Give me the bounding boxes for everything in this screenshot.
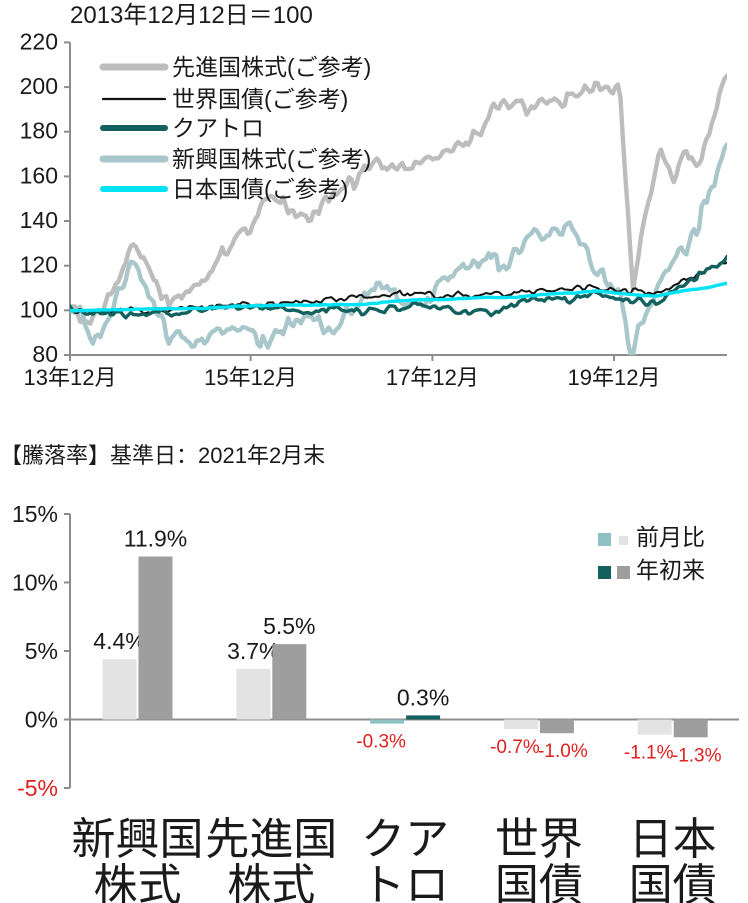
svg-text:世界国債(ご参考): 世界国債(ご参考): [172, 86, 348, 112]
svg-text:日本: 日本: [629, 815, 717, 864]
svg-text:4.4%: 4.4%: [93, 628, 145, 654]
svg-text:新興国株式(ご参考): 新興国株式(ご参考): [172, 146, 371, 172]
svg-text:160: 160: [20, 162, 58, 188]
svg-text:日本国債(ご参考): 日本国債(ご参考): [172, 176, 348, 202]
svg-text:クアトロ: クアトロ: [172, 115, 264, 141]
svg-text:-1.1%: -1.1%: [624, 743, 674, 764]
svg-text:10%: 10%: [12, 570, 58, 596]
svg-text:17年12月: 17年12月: [386, 365, 479, 390]
svg-text:世界: 世界: [495, 815, 583, 864]
svg-text:-1.0%: -1.0%: [538, 741, 588, 762]
svg-text:トロ: トロ: [361, 861, 449, 903]
svg-text:2013年12月12日＝100: 2013年12月12日＝100: [70, 2, 313, 29]
svg-text:クア: クア: [361, 815, 449, 864]
svg-text:15年12月: 15年12月: [204, 365, 297, 390]
svg-text:0%: 0%: [25, 707, 58, 733]
svg-text:0.3%: 0.3%: [397, 684, 449, 710]
svg-text:100: 100: [20, 296, 58, 322]
svg-text:11.9%: 11.9%: [124, 526, 188, 552]
svg-text:3.7%: 3.7%: [227, 638, 279, 664]
svg-text:13年12月: 13年12月: [24, 365, 117, 390]
svg-text:【騰落率】基準日：2021年2月末: 【騰落率】基準日：2021年2月末: [0, 443, 325, 468]
svg-text:120: 120: [20, 252, 58, 278]
svg-text:-0.3%: -0.3%: [356, 732, 406, 753]
svg-text:200: 200: [20, 73, 58, 99]
svg-text:-0.7%: -0.7%: [490, 737, 540, 758]
svg-text:5%: 5%: [25, 638, 58, 664]
svg-text:年初来: 年初来: [636, 557, 705, 583]
svg-text:15%: 15%: [12, 501, 58, 527]
svg-text:180: 180: [20, 118, 58, 144]
svg-text:19年12月: 19年12月: [568, 365, 661, 390]
svg-text:-1.3%: -1.3%: [672, 745, 722, 766]
svg-text:国債: 国債: [495, 861, 583, 903]
svg-text:株式: 株式: [227, 861, 315, 903]
svg-text:先進国株式(ご参考): 先進国株式(ご参考): [172, 54, 371, 80]
svg-text:国債: 国債: [629, 861, 717, 903]
svg-text:-5%: -5%: [17, 775, 58, 801]
svg-text:新興国: 新興国: [72, 815, 204, 864]
svg-text:株式: 株式: [94, 861, 182, 903]
svg-text:220: 220: [20, 28, 58, 54]
svg-text:前月比: 前月比: [636, 524, 705, 550]
svg-text:140: 140: [20, 207, 58, 233]
svg-text:先進国: 先進国: [205, 815, 337, 864]
svg-text:80: 80: [32, 341, 58, 367]
svg-text:5.5%: 5.5%: [263, 613, 315, 639]
